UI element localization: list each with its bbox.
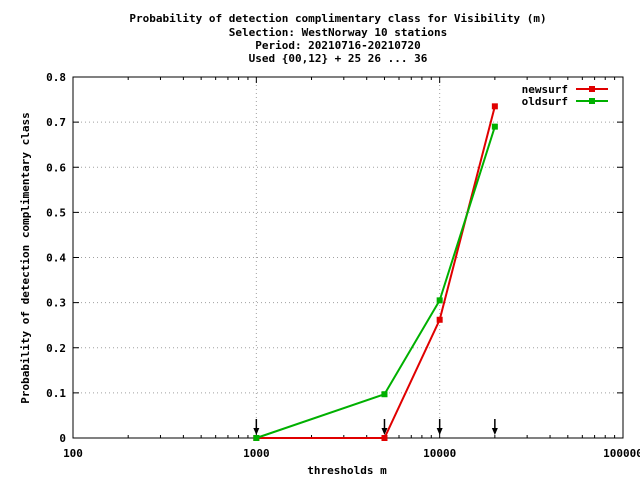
plot-frame — [72, 76, 624, 439]
series-lines — [253, 103, 498, 441]
threshold-arrows — [253, 419, 498, 435]
y-tick-label: 0.4 — [46, 252, 66, 265]
title-line-2: Selection: WestNorway 10 stations — [229, 26, 448, 39]
x-axis-ticks: 100 1000 10000 100000 — [63, 77, 640, 460]
title-line-4: Used {00,12} + 25 26 ... 36 — [249, 52, 428, 65]
y-tick-label: 0.8 — [46, 71, 66, 84]
threshold-arrow-head — [253, 428, 260, 435]
series-line-newsurf — [256, 106, 496, 439]
x-tick-label: 10000 — [423, 447, 456, 460]
data-point-oldsurf — [381, 391, 388, 398]
grid-lines — [73, 77, 623, 438]
threshold-arrow-head — [381, 428, 388, 435]
threshold-arrow-head — [491, 428, 498, 435]
y-tick-label: 0.5 — [46, 206, 66, 219]
y-tick-label: 0 — [59, 432, 66, 445]
y-tick-label: 0.7 — [46, 116, 66, 129]
series-line-oldsurf — [256, 126, 496, 439]
data-point-oldsurf — [253, 435, 260, 441]
y-tick-label: 0.1 — [46, 387, 66, 400]
legend-marker-oldsurf — [589, 98, 595, 104]
legend-label-oldsurf: oldsurf — [522, 95, 568, 108]
y-axis-label: Probability of detection complimentary c… — [19, 112, 32, 403]
y-tick-label: 0.6 — [46, 161, 66, 174]
y-tick-label: 0.2 — [46, 342, 66, 355]
plot-border — [72, 76, 624, 439]
x-axis-label: thresholds m — [307, 464, 387, 477]
x-tick-label: 100 — [63, 447, 83, 460]
data-point-oldsurf — [436, 297, 443, 304]
data-point-oldsurf — [491, 123, 498, 130]
legend-label-newsurf: newsurf — [522, 83, 568, 96]
legend-marker-newsurf — [589, 86, 595, 92]
chart-title: Probability of detection complimentary c… — [129, 12, 546, 65]
title-line-1: Probability of detection complimentary c… — [129, 12, 546, 25]
data-point-newsurf — [436, 316, 443, 323]
data-point-newsurf — [491, 103, 498, 110]
y-axis-ticks: 0 0.1 0.2 0.3 0.4 0.5 0.6 0.7 0.8 — [46, 71, 623, 445]
x-tick-label: 100000 — [603, 447, 640, 460]
y-tick-label: 0.3 — [46, 297, 66, 310]
data-point-newsurf — [381, 435, 388, 441]
x-tick-label: 1000 — [243, 447, 270, 460]
title-line-3: Period: 20210716-20210720 — [255, 39, 421, 52]
threshold-arrow-head — [436, 428, 443, 435]
